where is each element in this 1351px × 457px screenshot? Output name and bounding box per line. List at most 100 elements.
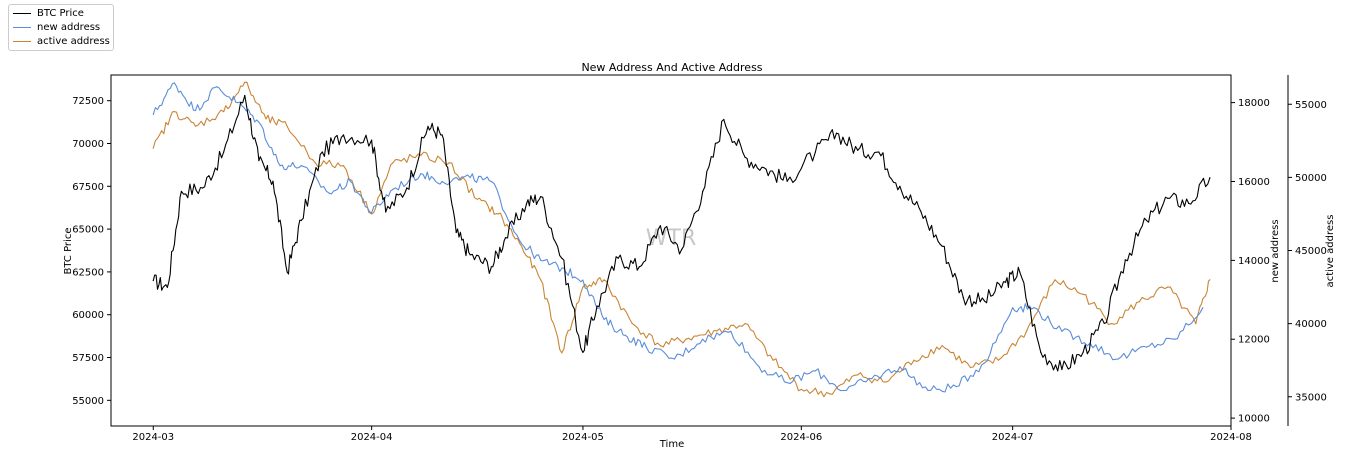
right1-y-tick-label: 10000: [1238, 414, 1270, 425]
data-point: [286, 125, 288, 127]
data-point: [392, 162, 394, 164]
data-point: [561, 352, 563, 354]
data-point: [561, 267, 563, 269]
data-point: [1174, 338, 1176, 340]
data-point: [899, 185, 901, 187]
data-point: [1061, 330, 1063, 332]
right2-y-tick-label: 55000: [1295, 100, 1327, 111]
data-point: [427, 125, 429, 127]
data-point: [504, 237, 507, 239]
data-point: [596, 305, 598, 307]
data-point: [490, 266, 492, 268]
data-point: [1082, 293, 1084, 295]
legend-swatch-new-address: [13, 26, 31, 28]
data-point: [180, 190, 182, 192]
left-y-tick-label: 67500: [72, 182, 104, 193]
data-point: [279, 165, 281, 167]
data-point: [659, 225, 662, 227]
left-y-tick-label: 65000: [72, 225, 104, 236]
data-point: [406, 187, 408, 189]
data-point: [871, 378, 873, 380]
legend-label-new-address: new address: [37, 22, 101, 33]
right2-y-tick-label: 35000: [1295, 392, 1327, 403]
data-point: [342, 134, 345, 136]
data-point: [1145, 219, 1148, 222]
data-point: [843, 389, 845, 392]
legend-swatch-active-address: [13, 40, 31, 42]
x-tick-label: 2024-07: [992, 432, 1034, 443]
data-point: [814, 151, 817, 153]
data-point: [765, 168, 767, 170]
data-point: [786, 180, 788, 182]
x-tick-label: 2024-03: [132, 432, 174, 443]
data-point: [1195, 323, 1197, 325]
data-point: [328, 192, 330, 194]
data-point: [420, 173, 422, 175]
data-point: [997, 359, 1000, 361]
data-point: [540, 196, 542, 198]
left-axis-label: BTC Price: [63, 228, 74, 275]
data-point: [814, 370, 817, 372]
data-point: [237, 102, 239, 104]
data-point: [582, 351, 584, 353]
data-point: [244, 81, 246, 83]
data-point: [638, 266, 640, 268]
data-point: [1103, 322, 1105, 324]
data-point: [659, 345, 662, 347]
data-point: [272, 180, 274, 182]
right1-y-tick-label: 14000: [1238, 256, 1270, 267]
data-point: [244, 94, 246, 97]
data-point: [223, 111, 225, 113]
x-tick-label: 2024-04: [351, 432, 393, 443]
data-point: [371, 212, 373, 214]
data-point: [441, 134, 443, 136]
plot-frame: [110, 74, 1232, 427]
data-point: [800, 388, 802, 390]
data-point: [631, 323, 633, 325]
data-point: [342, 165, 345, 167]
data-point: [526, 202, 528, 204]
data-point: [265, 118, 267, 120]
data-point: [983, 362, 986, 364]
data-point: [497, 213, 499, 215]
data-point: [702, 190, 704, 192]
legend-item-new-address: new address: [13, 21, 100, 34]
legend-label-btc-price: BTC Price: [37, 8, 84, 19]
data-point: [286, 271, 288, 273]
data-point: [540, 279, 542, 281]
data-point: [152, 147, 154, 149]
data-point: [1167, 197, 1169, 199]
data-point: [962, 297, 964, 299]
legend-label-active-address: active address: [37, 36, 110, 47]
data-point: [681, 249, 683, 251]
data-point: [1202, 307, 1204, 309]
data-point: [828, 393, 831, 395]
data-point: [385, 211, 387, 213]
data-point: [561, 257, 563, 259]
data-point: [878, 151, 880, 153]
right2-axis-label: active address: [1325, 215, 1336, 288]
data-point: [857, 149, 859, 151]
right1-axis-label: new address: [1270, 219, 1281, 282]
data-point: [540, 259, 542, 261]
data-point: [1019, 271, 1021, 273]
data-point: [258, 160, 260, 162]
data-point: [300, 219, 302, 222]
data-point: [371, 213, 373, 215]
data-point: [194, 125, 197, 127]
left-y-tick-label: 60000: [72, 310, 104, 321]
left-y-tick-label: 57500: [72, 353, 104, 364]
data-point: [1124, 259, 1126, 261]
data-point: [744, 323, 746, 325]
data-point: [1005, 281, 1007, 283]
data-point: [448, 162, 450, 164]
data-point: [835, 132, 838, 134]
data-point: [321, 151, 323, 153]
right1-y-tick-label: 12000: [1238, 335, 1270, 346]
right2-y-tick-label: 40000: [1295, 319, 1327, 330]
data-point: [519, 242, 521, 244]
data-point: [469, 176, 471, 179]
data-point: [349, 180, 352, 183]
data-point: [624, 334, 626, 336]
data-point: [1167, 286, 1169, 288]
